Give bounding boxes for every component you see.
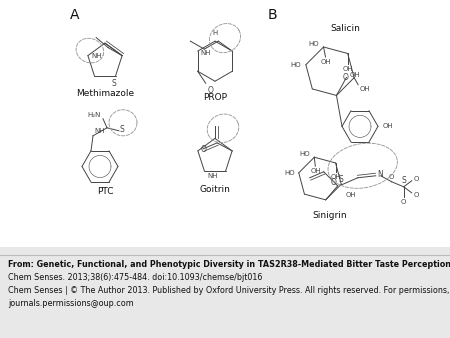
Text: O: O [401,199,406,205]
Text: A: A [70,8,80,22]
Text: journals.permissions@oup.com: journals.permissions@oup.com [8,299,134,308]
Text: HO: HO [284,170,295,176]
Text: H₂N: H₂N [88,112,101,118]
Text: Chem Senses. 2013;38(6):475-484. doi:10.1093/chemse/bjt016: Chem Senses. 2013;38(6):475-484. doi:10.… [8,273,262,282]
Text: OH: OH [383,123,394,129]
Text: OH: OH [320,59,331,65]
Text: OH: OH [345,192,356,198]
Text: N: N [378,170,383,179]
Text: O: O [208,86,214,95]
Text: O: O [201,145,207,154]
Text: NH: NH [207,173,218,179]
Text: B: B [267,8,277,22]
Text: PTC: PTC [97,187,113,196]
Text: NH: NH [91,53,101,58]
Text: O: O [389,174,394,180]
Text: S: S [111,79,116,88]
Text: OH: OH [330,174,341,180]
Text: PROP: PROP [203,93,227,102]
Text: OH: OH [350,72,360,78]
Text: Sinigrin: Sinigrin [313,211,347,220]
Text: O: O [342,73,348,81]
Text: NH: NH [201,50,211,56]
Text: Goitrin: Goitrin [199,185,230,194]
Text: O: O [414,192,419,198]
Text: OH: OH [342,66,353,72]
Text: Methimazole: Methimazole [76,89,134,98]
Text: HO: HO [300,151,310,157]
Text: H: H [212,30,218,36]
Text: HO: HO [308,41,319,47]
Text: NH: NH [94,128,104,134]
Text: Salicin: Salicin [330,24,360,33]
Text: S: S [401,176,406,185]
Text: OH: OH [359,86,370,92]
Text: O: O [331,178,337,187]
Text: S: S [339,175,343,184]
Text: S: S [120,125,125,134]
Text: From: Genetic, Functional, and Phenotypic Diversity in TAS2R38-Mediated Bitter T: From: Genetic, Functional, and Phenotypi… [8,260,450,269]
Text: HO: HO [290,62,301,68]
Text: O: O [414,176,419,182]
Text: Chem Senses | © The Author 2013. Published by Oxford University Press. All right: Chem Senses | © The Author 2013. Publish… [8,286,450,295]
Text: OH: OH [311,168,322,174]
